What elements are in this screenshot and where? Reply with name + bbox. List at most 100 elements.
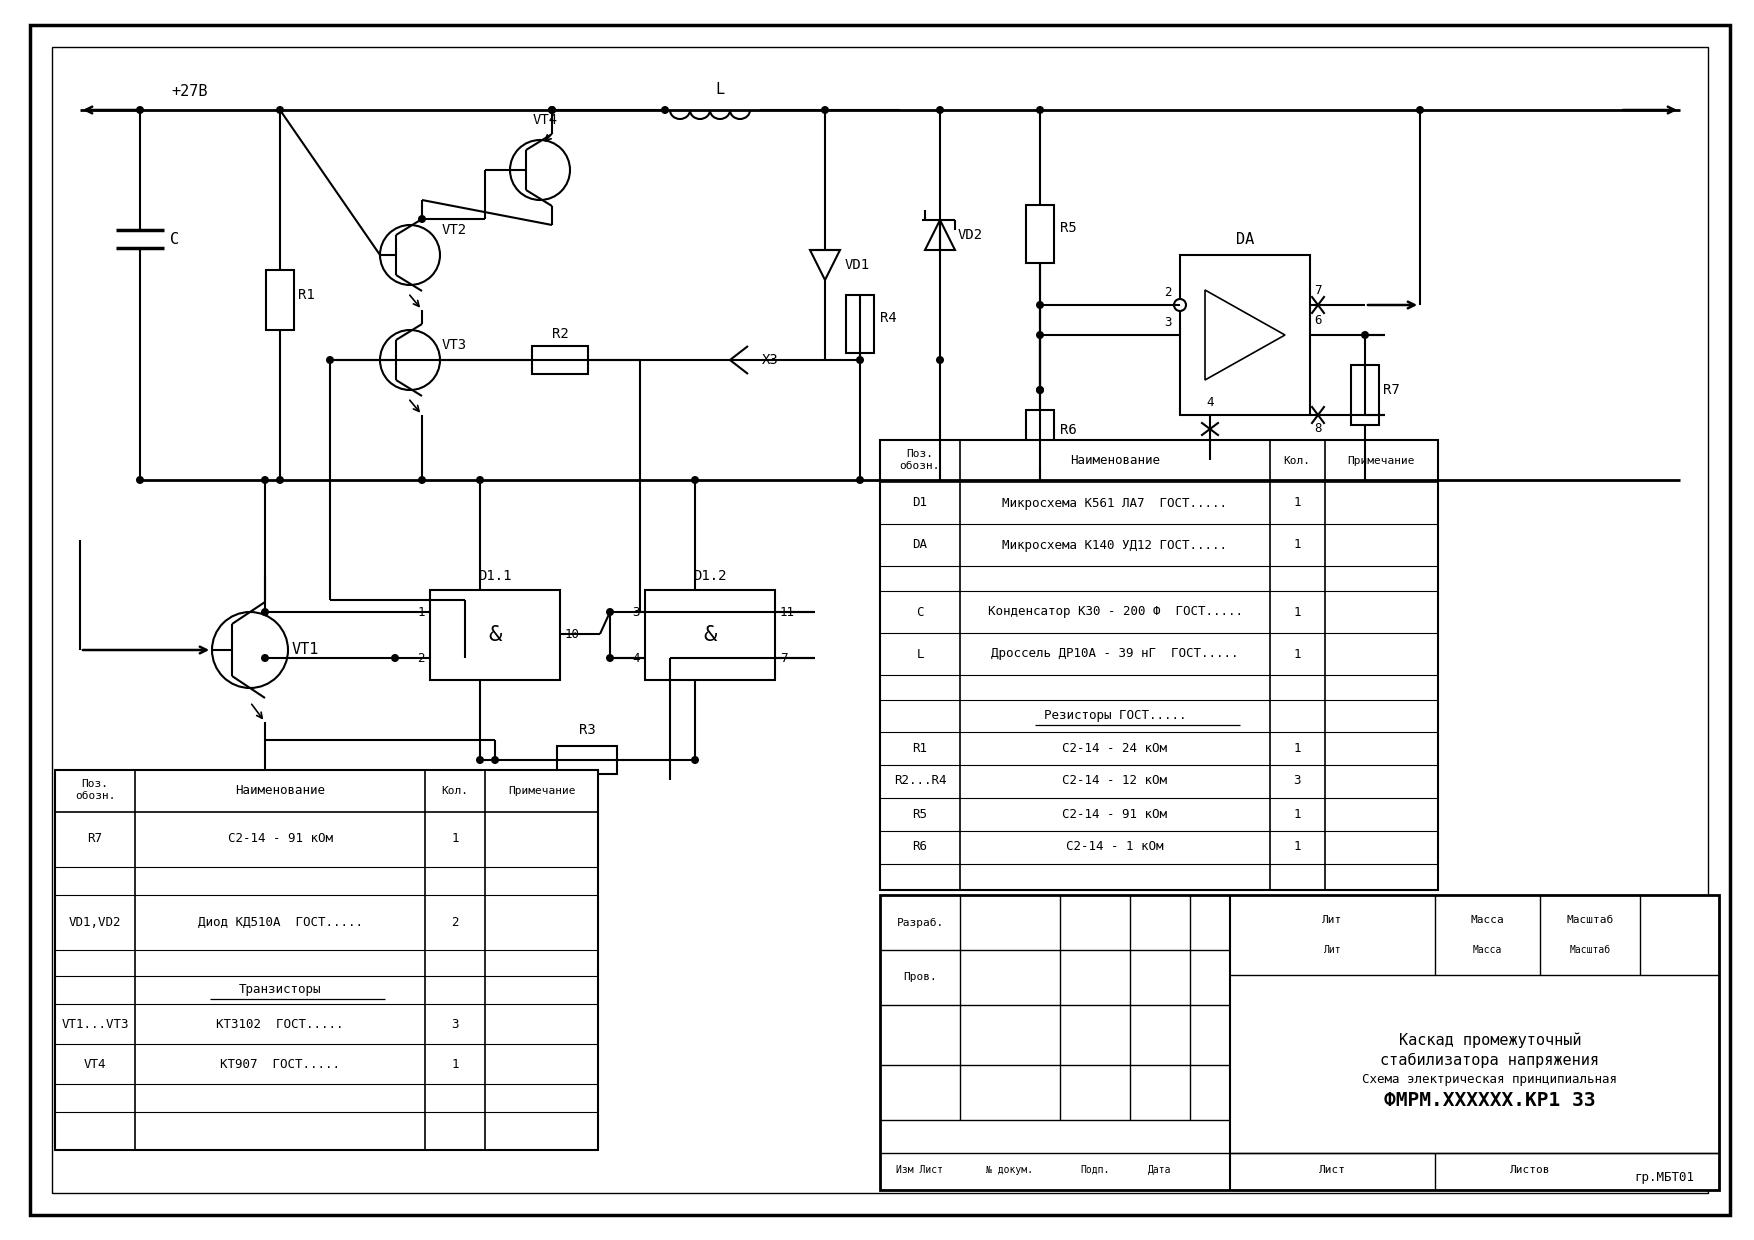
Text: L: L [916,647,924,661]
Text: DA: DA [912,538,928,552]
Circle shape [605,653,614,662]
Text: 4: 4 [633,651,640,665]
Circle shape [475,476,484,484]
Text: гр.МБТ01: гр.МБТ01 [1635,1172,1694,1184]
Text: Масса: Масса [1470,915,1503,925]
Text: &: & [703,625,717,645]
Bar [1180,255,1310,415]
Text: С2-14 - 91 кОм: С2-14 - 91 кОм [1063,807,1168,821]
Circle shape [1037,464,1044,472]
Circle shape [417,476,426,484]
Text: 2: 2 [1165,286,1172,300]
Text: стабилизатора напряжения: стабилизатора напряжения [1380,1053,1600,1068]
Bar [430,590,560,680]
Text: Микросхема К561 ЛА7  ГОСТ.....: Микросхема К561 ЛА7 ГОСТ..... [1003,496,1228,510]
Circle shape [417,215,426,223]
Text: D1: D1 [912,496,928,510]
Circle shape [547,105,556,114]
Bar [1026,410,1054,467]
Text: 3: 3 [1165,316,1172,330]
Circle shape [261,476,268,484]
Text: D1.2: D1.2 [693,569,726,583]
Text: Х3: Х3 [761,353,779,367]
Text: ФМРМ.XXXXXX.КР1 ЗЗ: ФМРМ.XXXXXX.КР1 ЗЗ [1384,1090,1596,1110]
Text: 7: 7 [1314,284,1323,298]
Text: DA: DA [1237,232,1254,247]
Bar [267,270,295,330]
Circle shape [1037,476,1044,484]
Bar [54,770,598,1149]
Text: Лит: Лит [1323,945,1340,955]
Text: 6: 6 [1314,315,1323,327]
Text: Поз.
обозн.: Поз. обозн. [900,449,940,471]
Circle shape [691,476,700,484]
Text: 11: 11 [781,605,795,619]
Text: Диод КД510А  ГОСТ.....: Диод КД510А ГОСТ..... [198,915,363,929]
Text: &: & [488,625,502,645]
Text: 4: 4 [1207,397,1214,409]
Circle shape [856,356,865,365]
Circle shape [137,476,144,484]
Text: 7: 7 [781,651,788,665]
Bar [558,746,617,774]
Text: Наименование: Наименование [1070,455,1159,467]
Text: R6: R6 [912,841,928,853]
Circle shape [326,356,333,365]
Text: Лист: Лист [1319,1166,1345,1176]
Circle shape [937,356,944,365]
Text: 10: 10 [565,627,581,641]
Text: Резисторы ГОСТ.....: Резисторы ГОСТ..... [1044,709,1186,723]
Text: 1: 1 [1293,538,1301,552]
Polygon shape [924,219,954,250]
Text: Дата: Дата [1149,1166,1172,1176]
Text: R5: R5 [1059,221,1077,236]
Text: Транзисторы: Транзисторы [239,983,321,997]
Text: R5: R5 [912,807,928,821]
Polygon shape [1205,290,1286,379]
Text: VT3: VT3 [442,339,467,352]
Text: Листов: Листов [1510,1166,1551,1176]
Text: VD2: VD2 [958,228,984,242]
Bar [881,440,1438,890]
Text: R1: R1 [298,288,314,303]
Text: +27В: +27В [172,84,209,99]
Text: С2-14 - 12 кОм: С2-14 - 12 кОм [1063,775,1168,787]
Text: Примечание: Примечание [1347,456,1415,466]
Text: C: C [170,232,179,247]
Text: VT1: VT1 [291,642,319,657]
Text: С2-14 - 24 кОм: С2-14 - 24 кОм [1063,742,1168,754]
Text: L: L [716,83,724,98]
Circle shape [391,653,398,662]
Text: КТ3102  ГОСТ.....: КТ3102 ГОСТ..... [216,1018,344,1030]
Circle shape [1173,299,1186,311]
Bar [1351,365,1379,425]
Circle shape [1037,386,1044,394]
Text: 1: 1 [1293,841,1301,853]
Text: Масштаб: Масштаб [1566,915,1614,925]
Text: R6: R6 [1059,423,1077,436]
Text: Разраб.: Разраб. [896,918,944,928]
Text: Масса: Масса [1472,945,1501,955]
Text: R2: R2 [551,327,568,341]
Bar [1026,205,1054,263]
Text: D1.1: D1.1 [479,569,512,583]
Circle shape [1037,301,1044,309]
Text: Конденсатор К30 - 200 Ф  ГОСТ.....: Конденсатор К30 - 200 Ф ГОСТ..... [988,605,1242,619]
Text: КТ907  ГОСТ.....: КТ907 ГОСТ..... [219,1058,340,1070]
Text: С2-14 - 91 кОм: С2-14 - 91 кОм [228,832,333,846]
Bar [881,895,1719,1190]
Circle shape [475,756,484,764]
Text: 8: 8 [1314,423,1323,435]
Circle shape [937,105,944,114]
Text: Наименование: Наименование [235,785,324,797]
Text: Каскад промежуточный: Каскад промежуточный [1398,1032,1582,1048]
Text: VD1: VD1 [845,258,870,272]
Text: Изм Лист: Изм Лист [896,1166,944,1176]
Text: Пров.: Пров. [903,972,937,982]
Text: Подп.: Подп. [1080,1166,1110,1176]
Bar [845,295,873,353]
Text: № докум.: № докум. [986,1166,1033,1176]
Text: Кол.: Кол. [442,786,468,796]
Text: 1: 1 [1293,647,1301,661]
Circle shape [1037,386,1044,394]
